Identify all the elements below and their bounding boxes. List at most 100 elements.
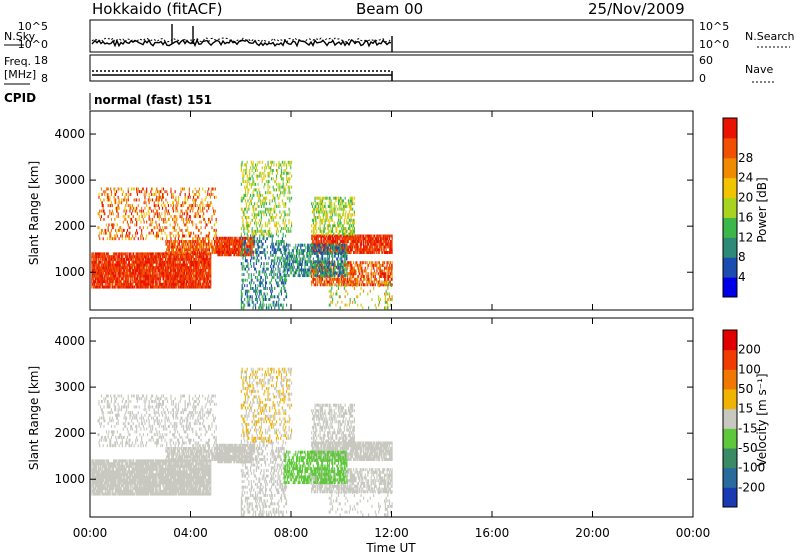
power-cell <box>185 271 188 275</box>
power-cell <box>198 215 201 219</box>
power-cell <box>103 217 105 221</box>
power-cell <box>140 280 142 284</box>
power-cell <box>353 261 355 265</box>
power-cell <box>144 263 146 267</box>
power-cell <box>196 266 198 270</box>
power-cell <box>221 253 223 257</box>
power-cell <box>270 278 273 282</box>
power-cell <box>93 257 95 261</box>
power-cell <box>147 282 149 286</box>
power-cell <box>198 240 200 243</box>
power-cell <box>165 274 167 278</box>
power-cell <box>141 255 143 259</box>
power-cell <box>255 188 257 192</box>
power-cell <box>200 209 202 213</box>
power-cell <box>170 255 172 259</box>
power-cell <box>104 271 106 275</box>
power-cell <box>118 255 120 259</box>
power-cell <box>143 269 145 272</box>
power-cell <box>241 163 243 167</box>
power-cell <box>155 271 157 275</box>
power-cell <box>134 277 136 281</box>
power-cell <box>249 196 251 200</box>
power-cell <box>145 260 147 264</box>
power-cell <box>234 250 236 254</box>
power-cell <box>137 271 139 275</box>
power-cell <box>108 263 110 267</box>
power-cell <box>156 223 158 227</box>
power-cell <box>174 198 176 202</box>
power-cell <box>134 260 136 264</box>
power-cell <box>194 245 196 249</box>
power-cell <box>374 261 376 265</box>
power-cell <box>115 260 117 264</box>
power-cell <box>373 251 376 254</box>
power-cell <box>163 269 165 272</box>
power-cell <box>144 280 147 284</box>
power-cell <box>144 255 146 259</box>
power-cell <box>113 271 116 275</box>
power-cell <box>114 187 116 191</box>
power-cell <box>190 271 192 275</box>
power-cell <box>139 282 141 286</box>
power-cell <box>227 236 229 240</box>
power-cell <box>377 242 379 246</box>
power-cell <box>95 255 97 259</box>
power-cell <box>111 226 113 230</box>
power-cell <box>205 271 207 275</box>
power-cell <box>193 240 195 243</box>
power-cell <box>252 306 254 310</box>
power-cell <box>275 174 278 178</box>
power-cell <box>279 242 281 246</box>
power-cell <box>115 193 117 196</box>
power-cell <box>323 280 325 284</box>
power-cell <box>195 266 197 270</box>
power-cell <box>185 242 187 246</box>
power-cell <box>165 271 167 275</box>
power-cell <box>224 239 226 243</box>
power-cell <box>277 281 279 285</box>
power-cell <box>167 248 169 252</box>
power-cell <box>198 190 200 194</box>
power-cell <box>257 160 259 164</box>
power-cell <box>129 209 131 213</box>
power-cell <box>177 251 180 254</box>
power-cell <box>217 236 219 240</box>
power-cell <box>108 271 110 275</box>
power-cell <box>109 280 111 284</box>
power-cell <box>108 277 110 281</box>
power-cell <box>98 257 100 261</box>
power-cell <box>129 274 131 278</box>
power-cell <box>166 234 168 238</box>
power-cell <box>275 232 278 236</box>
power-cell <box>203 248 205 252</box>
power-cell <box>189 240 191 243</box>
power-cell <box>172 226 174 230</box>
power-cell <box>142 217 144 221</box>
power-cell <box>360 234 362 238</box>
power-cell <box>133 263 135 267</box>
power-cell <box>94 260 96 264</box>
power-cell <box>137 255 139 259</box>
power-cell <box>160 228 162 232</box>
power-cell <box>144 260 147 264</box>
power-cell <box>365 272 367 276</box>
power-cell <box>172 201 174 205</box>
power-cell <box>216 242 218 246</box>
power-cell <box>113 257 115 261</box>
power-cell <box>100 215 103 219</box>
power-cell <box>274 256 276 260</box>
power-cell <box>200 248 202 252</box>
power-cell <box>207 269 209 272</box>
power-cell <box>260 205 262 208</box>
power-cell <box>193 285 195 289</box>
power-cell <box>365 237 367 241</box>
power-cell <box>285 169 287 172</box>
power-cell <box>209 242 211 246</box>
power-cell <box>183 223 185 227</box>
power-cell <box>242 245 244 249</box>
power-cell <box>148 282 150 286</box>
power-cell <box>259 306 261 310</box>
power-cell <box>96 285 98 289</box>
power-cell <box>198 280 200 284</box>
